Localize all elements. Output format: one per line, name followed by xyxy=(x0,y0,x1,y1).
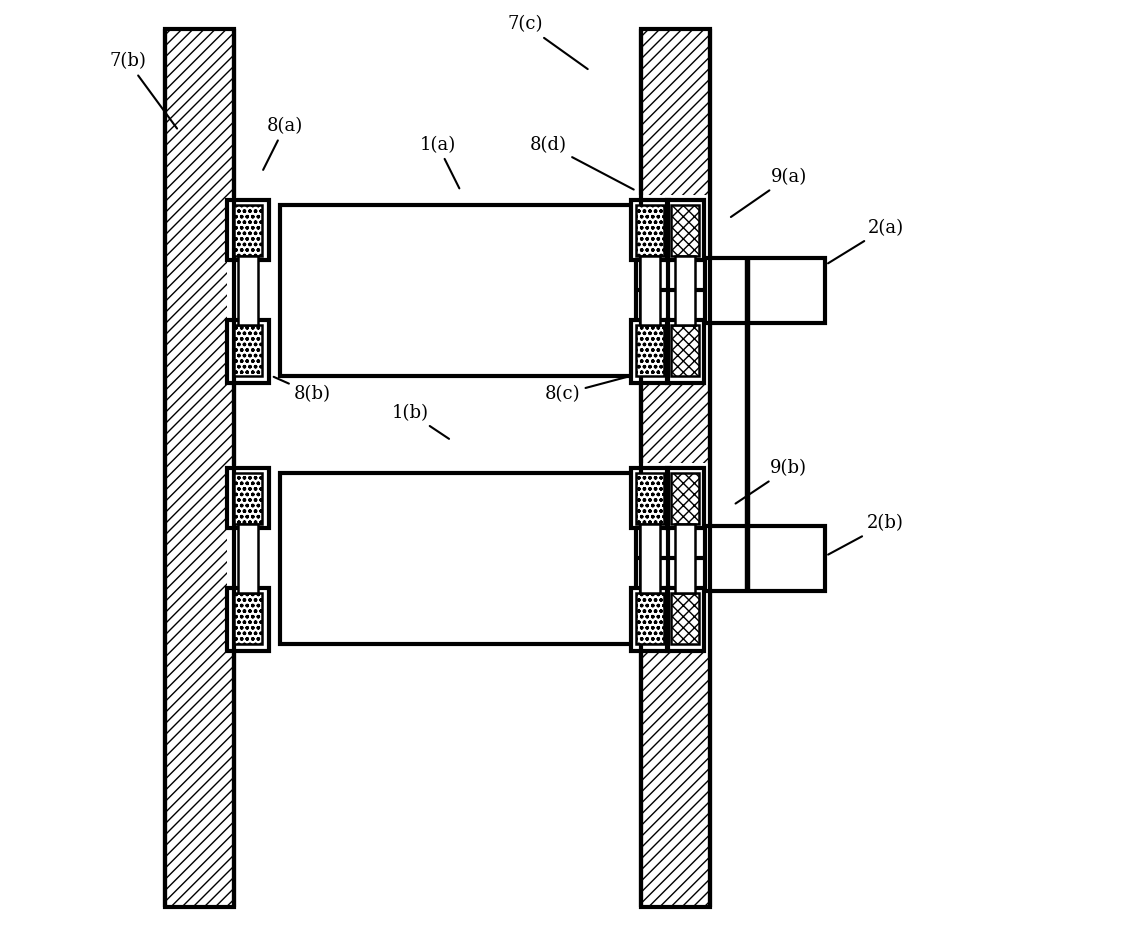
Bar xyxy=(234,324,262,375)
Text: 8(a): 8(a) xyxy=(263,117,303,170)
Bar xyxy=(640,256,660,324)
Text: 9(a): 9(a) xyxy=(730,168,807,217)
Bar xyxy=(234,593,262,643)
Bar xyxy=(631,468,670,528)
Bar xyxy=(637,593,664,643)
Bar xyxy=(637,205,664,256)
Bar xyxy=(666,468,704,528)
Bar xyxy=(280,205,637,375)
Bar xyxy=(234,205,262,256)
Text: 8(b): 8(b) xyxy=(273,377,331,403)
Bar xyxy=(165,29,234,908)
Bar xyxy=(632,464,710,653)
Bar xyxy=(632,196,710,385)
Bar xyxy=(676,256,695,324)
Bar xyxy=(280,473,637,643)
Bar xyxy=(239,256,257,324)
Bar xyxy=(226,197,270,383)
Bar xyxy=(226,320,270,383)
Bar xyxy=(234,473,262,524)
Text: 9(b): 9(b) xyxy=(736,459,807,503)
Bar xyxy=(631,320,670,383)
Bar xyxy=(704,526,825,590)
Bar xyxy=(704,258,825,323)
Text: 2(b): 2(b) xyxy=(829,514,904,554)
Text: 8(c): 8(c) xyxy=(544,376,629,403)
Bar xyxy=(671,593,700,643)
Text: 1(a): 1(a) xyxy=(419,135,459,188)
Bar xyxy=(226,465,270,651)
Bar xyxy=(631,200,670,260)
Text: 1(b): 1(b) xyxy=(391,403,449,438)
Text: 7(c): 7(c) xyxy=(507,16,588,70)
Text: 2(a): 2(a) xyxy=(828,219,904,263)
Bar xyxy=(666,200,704,260)
Bar xyxy=(671,473,700,524)
Bar xyxy=(637,324,664,375)
Bar xyxy=(671,205,700,256)
Bar xyxy=(631,589,670,651)
Bar xyxy=(671,324,700,375)
Bar xyxy=(666,589,704,651)
Bar xyxy=(226,589,270,651)
Bar xyxy=(637,473,664,524)
Text: 7(b): 7(b) xyxy=(110,53,177,129)
Bar xyxy=(640,524,660,593)
Bar xyxy=(226,200,270,260)
Bar xyxy=(239,524,257,593)
Bar xyxy=(226,468,270,528)
Bar xyxy=(676,524,695,593)
Bar xyxy=(641,29,710,908)
Bar xyxy=(666,320,704,383)
Text: 8(d): 8(d) xyxy=(530,135,633,189)
